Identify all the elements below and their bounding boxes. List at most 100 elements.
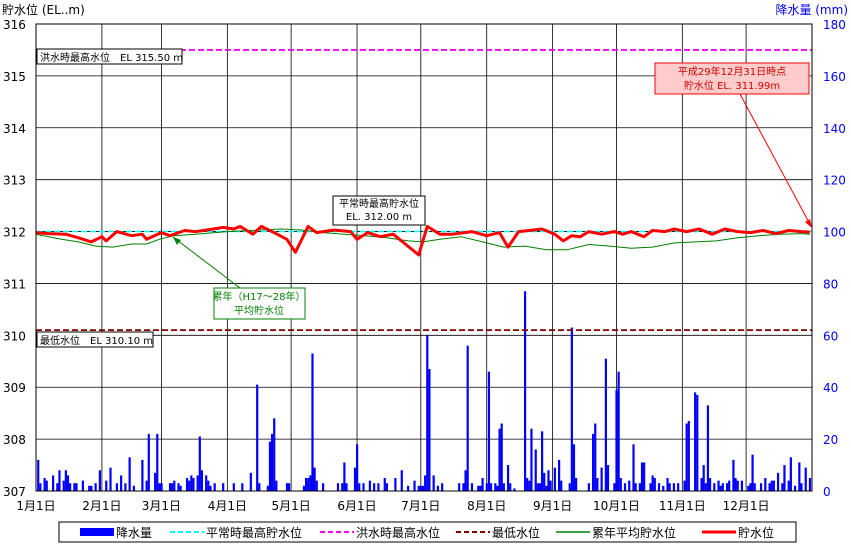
- rain-bar: [52, 475, 55, 491]
- rain-bar: [75, 483, 78, 491]
- rain-bar: [808, 478, 812, 491]
- x-tick: 12月1日: [723, 499, 770, 513]
- rain-bar: [643, 462, 646, 491]
- rain-bar: [526, 478, 529, 491]
- rain-bar: [156, 433, 159, 491]
- rain-bar: [700, 478, 703, 491]
- rain-bar: [307, 478, 310, 491]
- rain-bar: [394, 478, 397, 491]
- rain-bar: [464, 470, 467, 491]
- rain-bar: [606, 465, 610, 491]
- rain-bar: [311, 353, 314, 491]
- rain-bar: [721, 483, 724, 491]
- rain-bar: [285, 483, 289, 491]
- rain-bar: [481, 478, 484, 491]
- rain-bar: [494, 483, 497, 491]
- rain-bar: [666, 478, 669, 491]
- rain-bar: [428, 369, 431, 491]
- rain-bar: [487, 371, 491, 491]
- rain-bars: [37, 291, 812, 491]
- normal-annotation-line1: 平常時最高貯水位: [339, 197, 419, 210]
- rain-bar: [470, 483, 474, 491]
- rain-bar: [207, 480, 210, 491]
- y-left-tick: 307: [3, 485, 26, 499]
- rain-bar: [154, 472, 157, 491]
- rain-bar: [728, 480, 731, 491]
- rain-bar: [783, 465, 786, 491]
- x-tick: 11月1日: [659, 499, 706, 513]
- average-annotation-line2: 平均貯水位: [234, 304, 284, 317]
- rain-bar: [275, 480, 278, 491]
- rain-bar: [309, 475, 312, 491]
- y-left-tick: 313: [3, 174, 26, 188]
- y-right-tick: 140: [823, 122, 846, 136]
- rain-bar: [466, 345, 469, 491]
- rain-bar: [753, 483, 756, 491]
- y-left-tick: 312: [3, 226, 26, 240]
- rain-bar: [706, 405, 710, 491]
- rain-bar: [615, 389, 618, 491]
- rain-bar: [489, 483, 493, 491]
- rain-bar: [477, 485, 480, 491]
- rain-bar: [747, 485, 750, 491]
- rain-bar: [759, 483, 763, 491]
- rain-bar: [120, 475, 123, 491]
- rain-bar: [273, 418, 276, 491]
- rain-bar: [776, 472, 780, 491]
- rain-bar: [545, 485, 548, 491]
- rain-bar: [109, 467, 112, 491]
- rain-bar: [209, 485, 212, 491]
- rain-bar: [764, 478, 767, 491]
- rain-bar: [632, 444, 635, 491]
- rain-bar: [368, 480, 371, 491]
- rain-bar: [132, 485, 135, 491]
- rain-bar: [509, 483, 512, 491]
- y-left-tick: 309: [3, 381, 26, 395]
- rain-bar: [305, 478, 308, 491]
- rain-bar: [88, 485, 91, 491]
- y-right-tick: 0: [823, 485, 831, 499]
- legend-swatch-rain: [80, 528, 114, 536]
- rain-bar: [683, 480, 686, 491]
- rain-bar: [787, 480, 790, 491]
- rain-bar: [436, 485, 440, 491]
- x-tick: 7月1日: [401, 499, 440, 513]
- y-right-tick: 180: [823, 18, 846, 32]
- rain-bar: [657, 483, 661, 491]
- flood-annotation: 洪水時最高水位 EL 315.50 m: [36, 48, 183, 65]
- rain-bar: [538, 483, 542, 491]
- x-tick: 4月1日: [208, 499, 247, 513]
- rain-bar: [400, 470, 403, 491]
- rain-bar: [105, 480, 108, 491]
- rain-bar: [268, 441, 272, 491]
- rain-bar: [266, 485, 269, 491]
- rain-bar: [196, 475, 199, 491]
- rain-bar: [124, 483, 127, 491]
- low-annotation-text: 最低水位 EL 310.10 m: [40, 334, 153, 347]
- rain-bar: [530, 428, 533, 491]
- rain-bar: [94, 483, 97, 491]
- legend-low: 最低水位: [492, 525, 540, 540]
- rain-bar: [232, 483, 235, 491]
- rain-bar: [413, 480, 416, 491]
- x-tick: 6月1日: [337, 499, 376, 513]
- y-right-tick: 60: [823, 329, 838, 343]
- rain-bar: [687, 420, 690, 491]
- water-level-line: [35, 224, 810, 257]
- rain-bar: [313, 467, 316, 491]
- rain-bar: [798, 462, 801, 491]
- y-left-tick: 310: [3, 329, 26, 343]
- y-left-tick: 316: [3, 18, 26, 32]
- plot-frame: [35, 23, 813, 492]
- low-annotation: 最低水位 EL 310.10 m: [36, 331, 154, 348]
- rain-bar: [98, 470, 101, 491]
- current-annotation-line1: 平成29年12月31日時点: [678, 65, 786, 78]
- rain-bar: [383, 478, 386, 491]
- x-tick: 9月1日: [533, 499, 572, 513]
- rain-bar: [419, 485, 423, 491]
- rain-bar: [385, 483, 388, 491]
- rain-bar: [147, 433, 150, 491]
- rain-bar: [513, 488, 516, 491]
- rain-bar: [145, 480, 148, 491]
